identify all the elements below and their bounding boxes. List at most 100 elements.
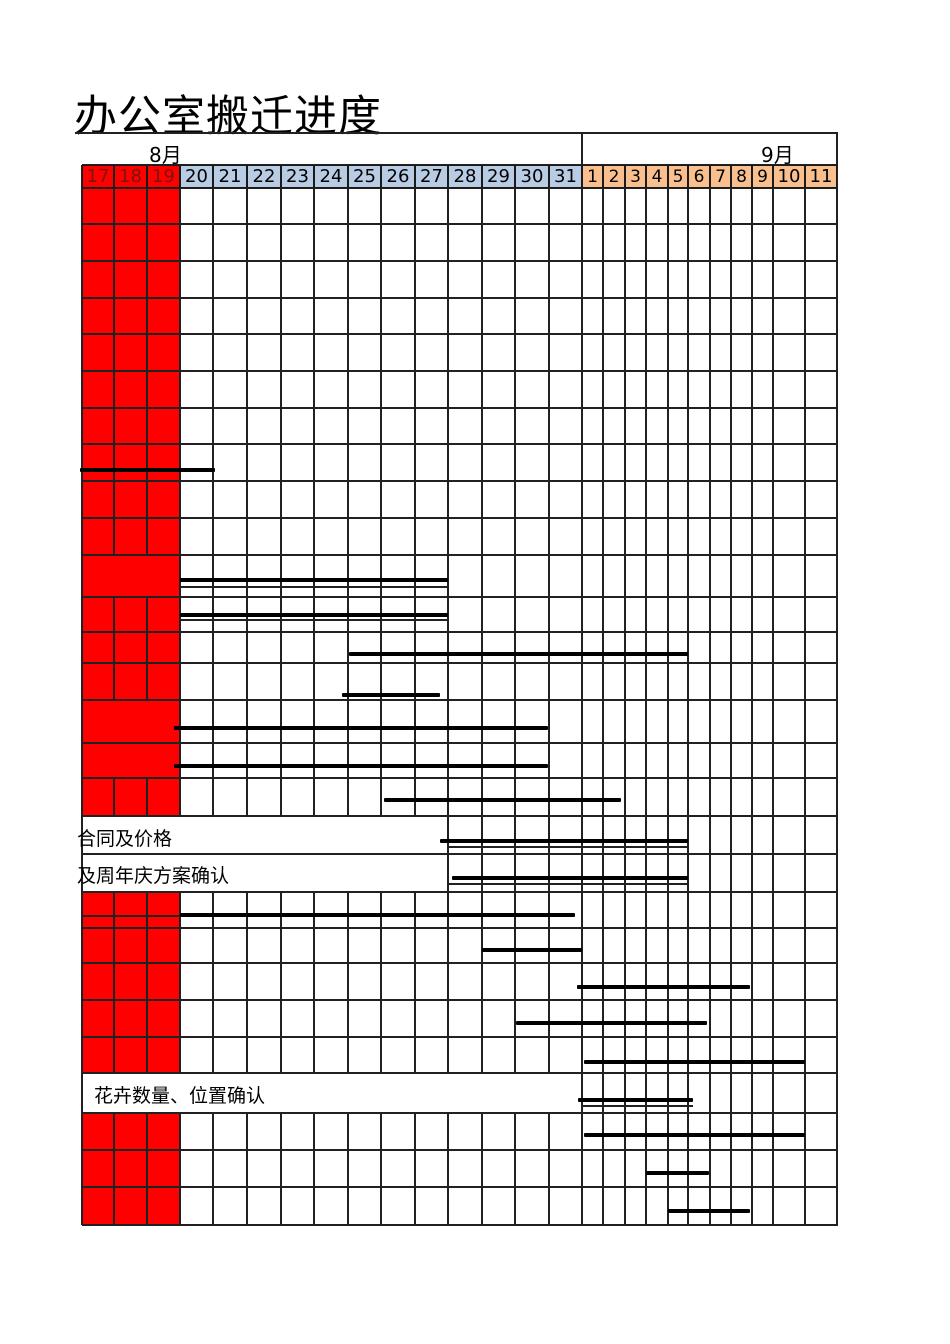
date-header-cell[interactable]: 7 [710, 165, 731, 188]
grid-line-horizontal [448, 883, 688, 885]
grid-line-vertical [380, 892, 382, 1073]
gantt-bar [80, 468, 215, 472]
grid-line-horizontal [82, 999, 838, 1001]
grid-line-horizontal [82, 891, 838, 893]
grid-line-vertical [602, 165, 604, 1225]
grid-line-vertical [179, 165, 181, 816]
grid-line-vertical [645, 165, 647, 1225]
date-header-cell[interactable]: 18 [114, 165, 147, 188]
grid-line-horizontal [448, 846, 688, 848]
gantt-bar [584, 1060, 805, 1064]
date-header-cell[interactable]: 9 [752, 165, 773, 188]
highlight-red-column [82, 165, 180, 1225]
gantt-bar [384, 798, 621, 802]
date-header-cell[interactable]: 2 [603, 165, 625, 188]
grid-line-vertical [313, 892, 315, 1073]
grid-line-horizontal [82, 554, 838, 556]
date-header-cell[interactable]: 19 [147, 165, 180, 188]
date-header-cell[interactable]: 3 [625, 165, 646, 188]
date-header-cell[interactable]: 23 [281, 165, 314, 188]
grid-line-vertical [548, 165, 550, 1073]
date-header-cell[interactable]: 20 [180, 165, 213, 188]
date-header-cell[interactable]: 21 [213, 165, 247, 188]
date-header-cell[interactable]: 30 [515, 165, 549, 188]
date-header-cell[interactable]: 29 [482, 165, 515, 188]
grid-line-horizontal [82, 1149, 838, 1151]
date-header-cell[interactable]: 8 [731, 165, 752, 188]
grid-line-horizontal [82, 517, 838, 519]
grid-line-vertical [380, 1113, 382, 1225]
date-header-cell[interactable]: 1 [582, 165, 603, 188]
grid-line-vertical [804, 165, 806, 1225]
grid-line-horizontal [82, 927, 838, 929]
grid-line-horizontal [82, 742, 838, 744]
date-header-cell[interactable]: 5 [668, 165, 688, 188]
date-header-cell[interactable]: 17 [82, 165, 114, 188]
grid-line-vertical [836, 133, 838, 1225]
date-header-cell[interactable]: 28 [448, 165, 482, 188]
grid-line-vertical [146, 778, 148, 816]
grid-line-horizontal [82, 223, 838, 225]
grid-line-vertical [146, 165, 148, 555]
gantt-bar [174, 726, 548, 730]
grid-line-horizontal [82, 333, 838, 335]
date-header-cell[interactable]: 26 [381, 165, 415, 188]
grid-line-vertical [313, 1113, 315, 1225]
grid-line-vertical [313, 165, 315, 816]
row-label-flower-quantity-cell[interactable]: 花卉数量、位置确认 [94, 1085, 266, 1107]
grid-line-vertical [179, 1113, 181, 1225]
date-header-cell[interactable]: 6 [688, 165, 710, 188]
gantt-bar [342, 693, 440, 697]
grid-line-horizontal [82, 1072, 838, 1074]
gantt-bar [180, 613, 448, 617]
gantt-bar [180, 578, 448, 582]
gantt-bar [578, 1098, 693, 1102]
row-label-anniversary-plan-cell[interactable]: 及周年庆方案确认 [77, 865, 230, 887]
date-header-cell[interactable]: 25 [348, 165, 381, 188]
grid-line-vertical [481, 165, 483, 1073]
grid-line-vertical [414, 1113, 416, 1225]
grid-line-horizontal [82, 815, 838, 817]
date-header-cell[interactable]: 11 [805, 165, 837, 188]
grid-line-vertical [514, 165, 516, 1073]
grid-line-horizontal [82, 1224, 838, 1226]
gantt-bar [440, 839, 688, 843]
date-header-cell[interactable]: 31 [549, 165, 582, 188]
grid-line-vertical [212, 1113, 214, 1225]
gantt-bar [646, 1171, 709, 1175]
page-title: 办公室搬迁进度 [74, 92, 382, 142]
grid-line-horizontal [82, 1036, 838, 1038]
grid-line-vertical [212, 892, 214, 1073]
grid-line-horizontal [82, 915, 180, 917]
date-header-cell[interactable]: 10 [773, 165, 805, 188]
grid-line-horizontal [82, 962, 838, 964]
row-label-contract-price-cell[interactable]: 合同及价格 [77, 828, 173, 850]
grid-line-vertical [548, 1113, 550, 1225]
gantt-bar [482, 948, 582, 952]
grid-line-horizontal [82, 480, 838, 482]
grid-line-vertical [146, 1113, 148, 1225]
grid-line-vertical [347, 165, 349, 816]
grid-line-vertical [414, 165, 416, 816]
gantt-bar [577, 985, 750, 989]
grid-line-horizontal [82, 631, 838, 633]
grid-line-horizontal [582, 1105, 693, 1107]
grid-line-vertical [581, 133, 583, 1225]
grid-line-horizontal [82, 260, 838, 262]
grid-line-vertical [347, 1113, 349, 1225]
grid-line-vertical [751, 165, 753, 1225]
grid-line-horizontal [75, 132, 838, 134]
grid-line-horizontal [82, 699, 838, 701]
gantt-bar [516, 1021, 707, 1025]
merged-label-band [82, 1073, 582, 1113]
grid-line-horizontal [82, 370, 838, 372]
date-header-cell[interactable]: 24 [314, 165, 348, 188]
date-header-cell[interactable]: 4 [646, 165, 668, 188]
date-header-cell[interactable]: 22 [247, 165, 281, 188]
grid-line-vertical [113, 892, 115, 1073]
date-header-cell[interactable]: 27 [415, 165, 448, 188]
grid-line-vertical [414, 892, 416, 1073]
grid-line-vertical [687, 165, 689, 1225]
grid-line-vertical [730, 165, 732, 1225]
month-august-label: 8月 [149, 143, 182, 167]
